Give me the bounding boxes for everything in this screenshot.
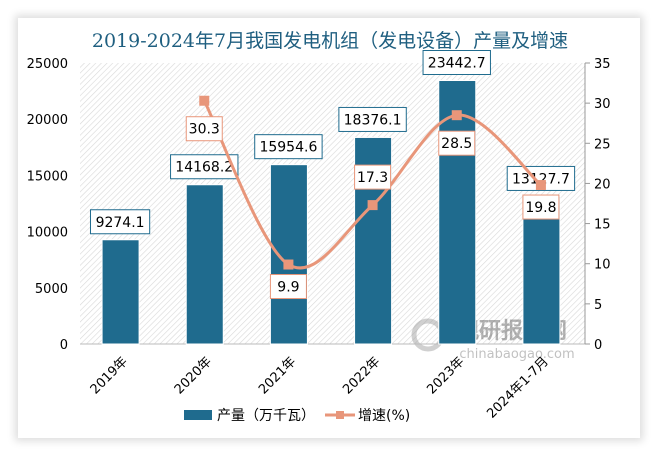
bar (269, 164, 308, 345)
line-label-box (185, 116, 223, 142)
y-tick-left: 5000 (35, 282, 68, 297)
bar-data-label: 18376.1 (344, 112, 402, 128)
x-tick-label: 2020年 (172, 354, 215, 397)
y-tick-right: 0 (594, 338, 602, 353)
bar-data-label: 9274.1 (96, 215, 145, 231)
legend-label-output: 产量（万千瓦） (217, 408, 315, 424)
y-tick-left: 10000 (27, 226, 68, 241)
legend-marker (336, 411, 344, 419)
x-tick-label: 2023年 (424, 354, 467, 397)
y-tick-right: 5 (594, 298, 602, 313)
y-tick-left: 20000 (27, 113, 68, 128)
line-marker (451, 110, 462, 121)
legend-swatch-bar (184, 410, 212, 420)
data-label-box (254, 134, 323, 160)
bar-data-label: 14168.2 (175, 160, 233, 176)
line-marker (283, 259, 294, 270)
line-data-label: 28.5 (441, 136, 472, 152)
line-label-box (438, 130, 476, 156)
y-tick-right: 30 (594, 97, 611, 112)
plot-area (80, 63, 585, 344)
bar (185, 184, 224, 345)
data-label-box (89, 209, 151, 235)
line-label-box (354, 164, 392, 190)
bar (522, 195, 561, 345)
line-marker (535, 180, 546, 191)
y-tick-left: 15000 (27, 169, 68, 184)
data-label-box (170, 154, 239, 180)
bar (438, 80, 477, 345)
bar-data-label: 15954.6 (259, 140, 317, 156)
line-data-label: 30.3 (189, 122, 220, 138)
y-tick-left: 25000 (27, 57, 68, 72)
line-data-label: 17.3 (357, 170, 388, 186)
x-tick-label: 2024年1-7月 (484, 354, 551, 421)
data-label-box (338, 106, 407, 132)
line-data-label: 19.8 (525, 200, 556, 216)
y-tick-right: 20 (594, 177, 611, 192)
y-tick-right: 15 (594, 218, 611, 233)
watermark-url: chinabaogao.com (459, 347, 574, 362)
legend-label-growth: 增速(%) (358, 408, 410, 424)
data-label-box (422, 50, 491, 76)
y-tick-right: 35 (594, 57, 611, 72)
x-tick-label: 2021年 (256, 354, 299, 397)
legend: 产量（万千瓦） 增速(%) (184, 408, 410, 424)
y-tick-right: 10 (594, 258, 611, 273)
chart-title: 2019-2024年7月我国发电机组（发电设备）产量及增速 (92, 30, 568, 52)
y-tick-right: 25 (594, 137, 611, 152)
bar-data-label: 13127.7 (512, 171, 570, 187)
line-marker (367, 200, 378, 211)
line-data-label: 9.9 (277, 280, 299, 296)
y-tick-left: 0 (60, 338, 68, 353)
line-label-box (522, 194, 560, 220)
bar-data-label: 23442.7 (428, 56, 486, 72)
x-tick-label: 2022年 (340, 354, 383, 397)
line-label-box (269, 274, 307, 300)
x-tick-label: 2019年 (88, 354, 131, 397)
line-marker (199, 95, 210, 106)
bar (101, 239, 140, 345)
